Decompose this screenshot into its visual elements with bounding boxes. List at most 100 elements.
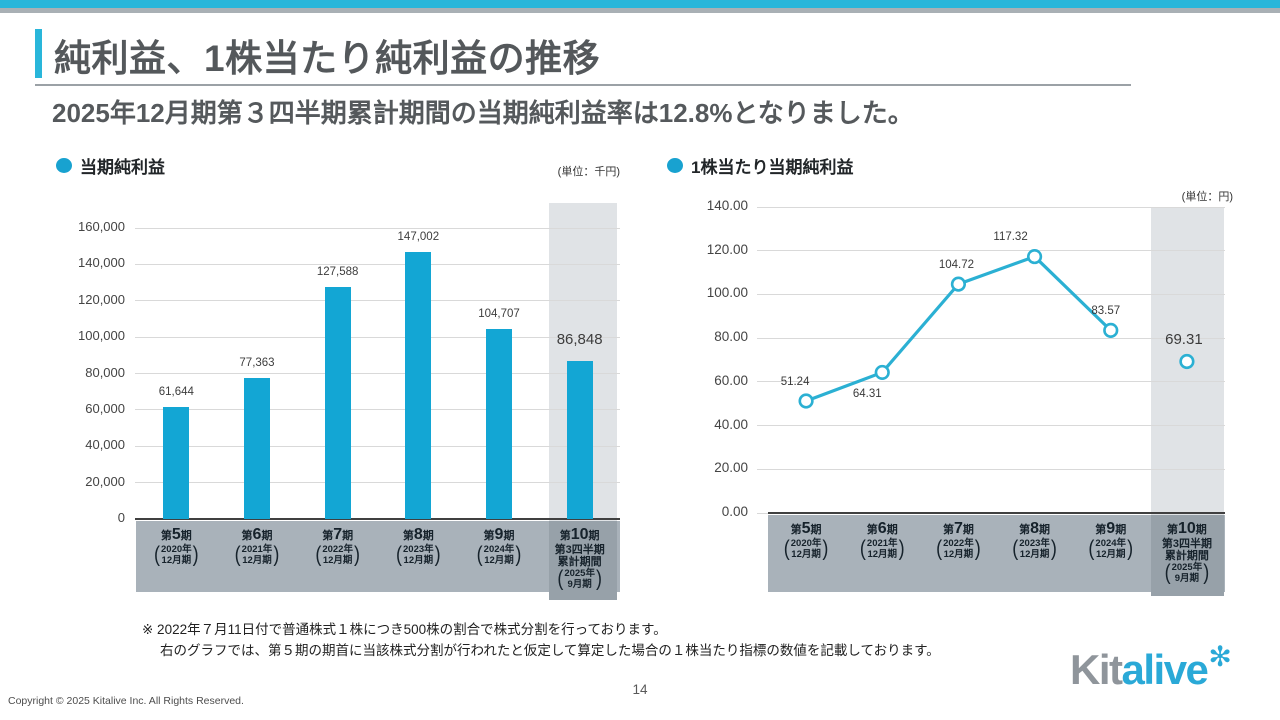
bar-value-label: 147,002 <box>397 230 440 243</box>
gridline <box>757 206 1225 208</box>
category-term: 第7期 <box>322 526 354 543</box>
category-term: 第9期 <box>483 526 515 543</box>
y-tick-label: 140.00 <box>706 198 748 213</box>
bar <box>163 406 190 519</box>
bar-value-label: 127,588 <box>316 265 359 278</box>
gridline <box>757 337 1225 339</box>
gridline <box>757 381 1225 383</box>
data-point-marker <box>950 276 967 292</box>
category-period: (2020年 12月期) <box>783 535 829 561</box>
category-term: 第10期 <box>559 526 600 543</box>
legend-dot-icon <box>56 158 72 173</box>
category-period: (2024年 12月期) <box>1088 535 1134 561</box>
category-period: (2021年 12月期) <box>234 541 280 567</box>
eps-line-series <box>798 248 1195 409</box>
gridline <box>135 482 620 484</box>
category-period: (2025年 9月期) <box>1164 559 1210 585</box>
net-income-bar-chart: 0 20,000 40,000 60,000 80,000 100,000 120,000 1… <box>65 200 625 612</box>
net-income-unit-label: (単位：千円) <box>557 166 620 178</box>
category-period: (2022年 12月期) <box>936 535 981 561</box>
y-tick-label: 20,000 <box>85 473 125 489</box>
y-tick-label: 60,000 <box>85 400 125 416</box>
point-value-label: 51.24 <box>780 376 810 388</box>
category-term: 第5期 <box>790 520 822 537</box>
logo-text-cyan: alive <box>1121 646 1209 693</box>
page-title: 純利益、1株当たり純利益の推移 <box>54 38 601 79</box>
y-tick-label: 60.00 <box>714 372 748 388</box>
net-income-chart-title: 当期純利益 <box>80 158 165 177</box>
legend-dot-icon <box>667 158 683 173</box>
gridline <box>135 445 620 447</box>
bar <box>566 361 593 519</box>
x-axis-band-highlight-cell <box>549 521 617 600</box>
y-tick-label: 120.00 <box>706 241 748 257</box>
data-point-marker <box>874 364 890 381</box>
gridline <box>135 409 620 411</box>
category-label: 第7期(2022年 12月期) <box>293 526 383 566</box>
point-value-label: 69.31 <box>1165 330 1203 348</box>
bar <box>244 378 270 519</box>
category-term: 第10期 <box>1167 520 1207 537</box>
category-period: (2021年 12月期) <box>859 535 905 561</box>
category-term: 第6期 <box>241 526 273 543</box>
category-subline: 累計期間 <box>557 555 602 568</box>
page-subtitle: 2025年12月期第３四半期累計期間の当期純利益率は12.8%となりました。 <box>52 98 914 128</box>
category-period: (2025年 9月期) <box>557 565 602 591</box>
category-label: 第5期(2020年 12月期) <box>131 526 221 566</box>
y-tick-label: 80.00 <box>714 329 748 345</box>
y-tick-label: 80,000 <box>85 364 125 380</box>
point-value-label: 117.32 <box>993 230 1028 243</box>
y-tick-label: 100,000 <box>78 328 125 344</box>
data-point-marker <box>798 393 814 409</box>
page-number: 14 <box>632 682 648 697</box>
y-tick-label: 40,000 <box>85 437 125 453</box>
eps-line-chart: 0.00 20.00 40.00 60.00 80.00 100.00 120.00 140.… <box>680 195 1240 607</box>
category-label: 第7期(2022年 12月期) <box>913 520 1003 560</box>
y-tick-label: 160,000 <box>78 219 125 234</box>
y-tick-label: 20.00 <box>714 460 748 476</box>
gridline <box>757 425 1225 427</box>
gridline <box>757 468 1225 470</box>
logo-asterisk-icon: ✻ <box>1208 641 1232 672</box>
top-accent-bar <box>0 0 1280 8</box>
category-subline: 第3四半期 <box>1161 537 1212 550</box>
x-axis-band <box>768 515 1225 592</box>
top-accent-bar-secondary <box>0 8 1280 13</box>
company-logo: Kitalive✻ <box>1070 641 1232 694</box>
bar-value-label: 77,363 <box>239 357 275 370</box>
gridline <box>757 250 1225 252</box>
copyright-text: Copyright © 2025 Kitalive Inc. All Right… <box>8 695 244 707</box>
bar <box>324 286 351 519</box>
category-subline: 第3四半期 <box>554 543 605 556</box>
footnote-line-2: 右のグラフでは、第５期の期首に当該株式分割が行われたと仮定して算定した場合の１株… <box>160 642 940 658</box>
category-label: 第10期 第3四半期 累計期間(2025年 9月期) <box>535 526 625 591</box>
point-value-label: 64.31 <box>852 388 882 401</box>
category-label: 第9期(2024年 12月期) <box>1066 520 1156 560</box>
gridline <box>135 227 620 229</box>
y-tick-label: 40.00 <box>714 416 748 432</box>
category-label: 第5期(2020年 12月期) <box>761 520 851 560</box>
category-period: (2023年 12月期) <box>1012 535 1057 561</box>
category-label: 第6期(2021年 12月期) <box>837 520 927 560</box>
gridline <box>135 373 620 374</box>
data-point-marker <box>1103 322 1119 338</box>
bar-value-label: 86,848 <box>556 331 603 349</box>
data-point-marker <box>1026 248 1043 265</box>
category-term: 第5期 <box>160 526 192 543</box>
gridline <box>135 336 620 338</box>
x-axis-band-highlight-cell <box>1151 515 1224 596</box>
category-term: 第9期 <box>1095 520 1127 537</box>
category-term: 第6期 <box>866 520 898 537</box>
bar-value-label: 61,644 <box>158 385 194 398</box>
category-label: 第8期(2023年 12月期) <box>373 526 463 566</box>
x-axis-band <box>136 521 620 592</box>
category-term: 第8期 <box>1019 520 1051 537</box>
footnote: ※ 2022年７月11日付で普通株式１株につき500株の割合で株式分割を行ってお… <box>142 620 940 662</box>
category-label: 第8期(2023年 12月期) <box>990 520 1080 560</box>
y-tick-label: 140,000 <box>78 255 125 271</box>
eps-chart-title: 1株当たり当期純利益 <box>691 158 854 177</box>
bar <box>486 328 512 519</box>
title-underline <box>35 84 1131 86</box>
y-tick-label: 100.00 <box>706 285 748 301</box>
